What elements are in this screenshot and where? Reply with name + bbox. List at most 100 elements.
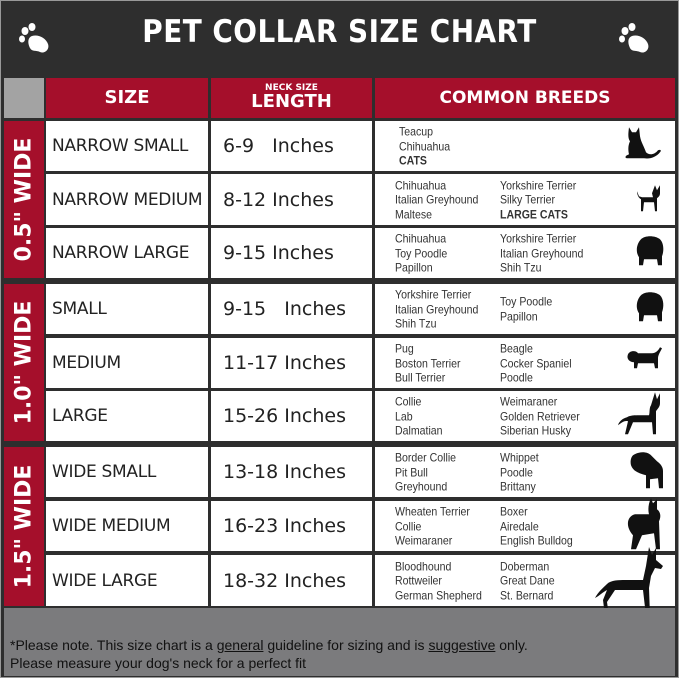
breed: Toy Poodle [395, 245, 448, 260]
size-cell: SMALL [46, 284, 208, 334]
breed: Yorkshire Terrier [500, 177, 577, 192]
breed: Toy Poodle [500, 294, 553, 309]
cat-icon [621, 125, 665, 167]
shepherd-dog-icon [617, 392, 665, 440]
length-cell: 6-9 Inches [211, 121, 372, 171]
breeds-col-1: Chihuahua Italian Greyhound Maltese [395, 178, 478, 222]
header-length: NECK SIZE LENGTH [211, 78, 372, 118]
dachshund-icon [625, 346, 665, 380]
size-cell: WIDE LARGE [46, 555, 208, 606]
breeds-col-2: Yorkshire Terrier Silky Terrier LARGE CATS [500, 178, 576, 222]
breeds-cell: Yorkshire Terrier Italian Greyhound Shih T… [375, 284, 675, 334]
breeds-col-1: Yorkshire Terrier Italian Greyhound Shih T… [395, 287, 478, 331]
breed: English Bulldog [500, 533, 573, 548]
length-cell: 9-15 Inches [211, 228, 372, 278]
breed: Poodle [500, 370, 533, 385]
header-breeds: COMMON BREEDS [375, 78, 675, 118]
breed: Lab [395, 408, 413, 423]
fluffy-dog-icon [635, 291, 665, 327]
size-cell: WIDE SMALL [46, 447, 208, 497]
breed: Boston Terrier [395, 355, 461, 370]
breed: Bloodhound [395, 558, 452, 573]
breed: CATS [399, 153, 427, 168]
breed: Great Dane [500, 573, 555, 588]
breed: Shih Tzu [500, 260, 542, 275]
group-text: 1.0" WIDE [11, 300, 37, 425]
length-cell: 9-15 Inches [211, 284, 372, 334]
breeds-col-1: Collie Lab Dalmatian [395, 394, 443, 438]
header-neck-size: NECK SIZE [265, 83, 318, 93]
breed: Greyhound [395, 479, 448, 494]
breeds-col-2: Beagle Cocker Spaniel Poodle [500, 341, 572, 385]
fluffy-dog-icon [635, 235, 665, 271]
breed: Papillon [500, 309, 538, 323]
note-general: general [216, 637, 264, 653]
header-size: SIZE [46, 78, 208, 118]
breed: Rottweiler [395, 573, 442, 588]
breed: Teacup [399, 124, 434, 139]
length-cell: 16-23 Inches [211, 501, 372, 551]
breed: Doberman [500, 558, 550, 573]
length-cell: 13-18 Inches [211, 447, 372, 497]
breed: Italian Greyhound [500, 245, 584, 260]
size-cell: LARGE [46, 391, 208, 441]
breed: Yorkshire Terrier [500, 231, 577, 246]
group-text: 0.5" WIDE [11, 137, 37, 262]
group-label-1-5: 1.5" WIDE [4, 447, 44, 606]
breed: Dalmatian [395, 423, 443, 438]
length-cell: 18-32 Inches [211, 555, 372, 606]
size-cell: NARROW SMALL [46, 121, 208, 171]
size-cell: WIDE MEDIUM [46, 501, 208, 551]
breed: Chihuahua [395, 231, 447, 246]
breed: Beagle [500, 341, 533, 356]
breed: Weimaraner [395, 533, 453, 548]
breed: Border Collie [395, 450, 457, 465]
breed: Cocker Spaniel [500, 355, 572, 370]
breed: Yorkshire Terrier [395, 287, 472, 302]
breed: Weimaraner [500, 394, 558, 409]
chihuahua-icon [635, 183, 665, 217]
note-text: *Please note. This size chart is a [10, 637, 217, 653]
breeds-cell: Chihuahua Italian Greyhound Maltese Yorksh… [375, 174, 675, 225]
paw-icon [619, 23, 649, 53]
breed: Italian Greyhound [395, 192, 479, 207]
breed: Whippet [500, 450, 539, 465]
breed: Poodle [500, 464, 533, 479]
breed: Collie [395, 394, 422, 409]
breeds-cell: Bloodhound Rottweiler German Shepherd Dobe… [375, 546, 675, 616]
breeds-col-1: Chihuahua Toy Poodle Papillon [395, 231, 447, 275]
group-label-1-0: 1.0" WIDE [4, 284, 44, 441]
size-cell: NARROW LARGE [46, 228, 208, 278]
breeds-cell: Pug Boston Terrier Bull Terrier Beagle Cock… [375, 338, 675, 388]
size-cell: NARROW MEDIUM [46, 174, 208, 225]
length-cell: 11-17 Inches [211, 338, 372, 388]
breed: Chihuahua [395, 177, 447, 192]
bulldog-icon [629, 451, 665, 493]
breeds-col-2: Whippet Poodle Brittany [500, 450, 539, 494]
breed: Bull Terrier [395, 370, 446, 385]
breed: Airedale [500, 518, 539, 533]
group-text: 1.5" WIDE [11, 464, 37, 589]
header-length-label: LENGTH [251, 91, 332, 112]
breed: Pit Bull [395, 464, 428, 479]
breed: LARGE CATS [500, 206, 568, 221]
breed: Papillon [395, 260, 433, 275]
breeds-col-2: Doberman Great Dane St. Bernard [500, 559, 555, 603]
page-title: PET COLLAR SIZE CHART [142, 14, 537, 50]
breeds-cell: Border Collie Pit Bull Greyhound Whippet Po… [375, 447, 675, 497]
group-label-0-5: 0.5" WIDE [4, 121, 44, 278]
breed: Chihuahua [399, 138, 451, 153]
breeds-col-1: Wheaten Terrier Collie Weimaraner [395, 504, 470, 548]
note-suggestive: suggestive [428, 637, 496, 653]
breeds-col-1: Teacup Chihuahua CATS [399, 124, 450, 168]
breeds-col-2: Toy Poodle Papillon [500, 295, 552, 324]
length-cell: 8-12 Inches [211, 174, 372, 225]
breed: Maltese [395, 206, 432, 221]
breeds-col-1: Bloodhound Rottweiler German Shepherd [395, 559, 482, 603]
size-cell: MEDIUM [46, 338, 208, 388]
breed: Brittany [500, 479, 536, 494]
length-cell: 15-26 Inches [211, 391, 372, 441]
breed: Shih Tzu [395, 316, 437, 331]
header-corner [4, 78, 44, 118]
breeds-col-1: Border Collie Pit Bull Greyhound [395, 450, 456, 494]
